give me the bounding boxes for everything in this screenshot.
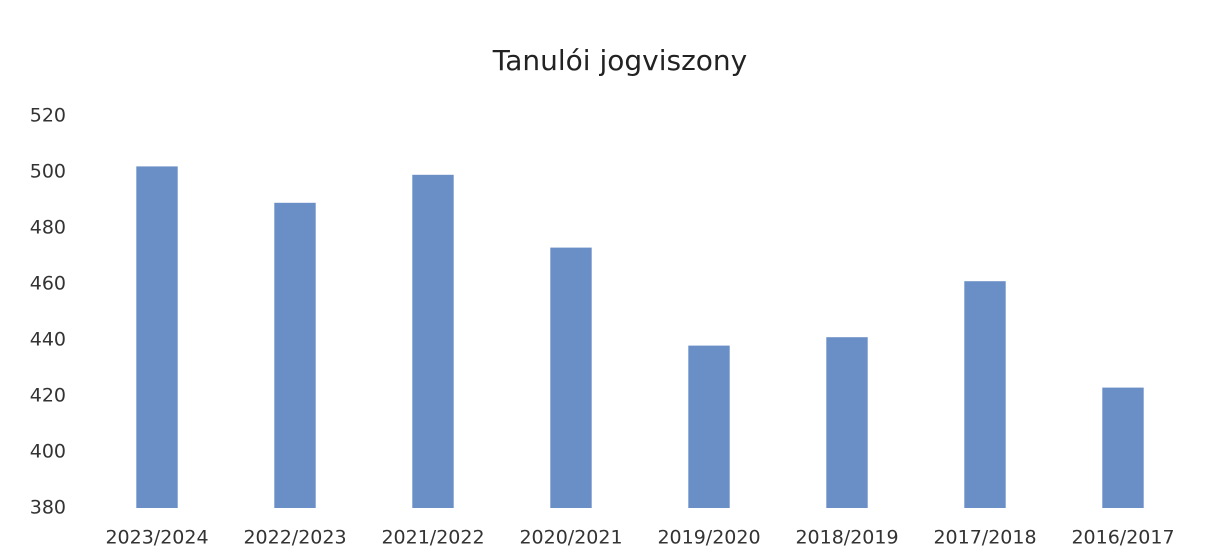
bar xyxy=(826,337,868,508)
bar xyxy=(412,174,454,509)
x-tick-label: 2023/2024 xyxy=(105,527,208,549)
bar xyxy=(136,166,178,508)
x-tick-label: 2022/2023 xyxy=(243,527,346,549)
x-tick-label: 2020/2021 xyxy=(519,527,622,549)
bar xyxy=(964,281,1006,508)
y-tick-label: 460 xyxy=(30,273,66,295)
x-tick-label: 2019/2020 xyxy=(657,527,760,549)
bar xyxy=(274,202,316,509)
x-tick-label: 2021/2022 xyxy=(381,527,484,549)
y-tick-label: 420 xyxy=(30,385,66,407)
y-tick-label: 480 xyxy=(30,217,66,239)
y-tick-label: 440 xyxy=(30,329,66,351)
bar xyxy=(550,247,592,508)
bar xyxy=(688,345,730,508)
x-tick-label: 2016/2017 xyxy=(1071,527,1174,549)
x-tick-label: 2018/2019 xyxy=(795,527,898,549)
y-tick-label: 500 xyxy=(30,161,66,183)
y-tick-label: 380 xyxy=(30,497,66,519)
y-tick-label: 520 xyxy=(30,105,66,127)
chart-title: Tanulói jogviszony xyxy=(492,44,747,77)
bar xyxy=(1102,387,1144,508)
y-tick-label: 400 xyxy=(30,441,66,463)
x-tick-label: 2017/2018 xyxy=(933,527,1036,549)
